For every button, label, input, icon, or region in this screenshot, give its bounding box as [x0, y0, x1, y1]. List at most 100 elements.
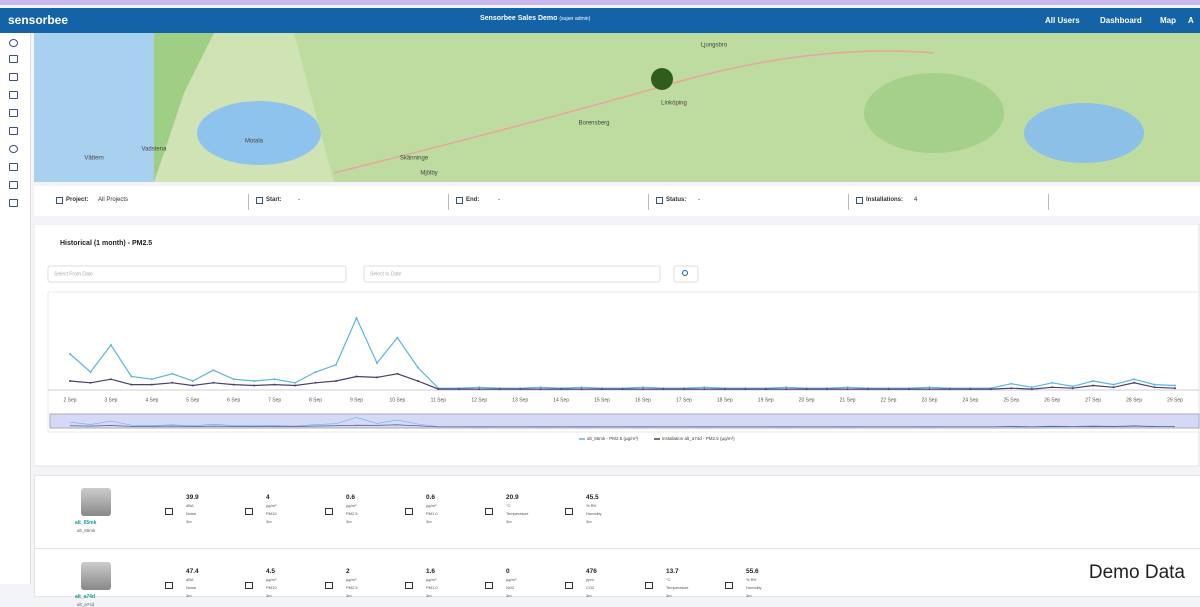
reading-icon — [245, 582, 253, 589]
filter-value[interactable]: - — [498, 197, 500, 203]
device-name[interactable]: alt_a74d — [75, 594, 96, 600]
x-tick-label: 6 Sep — [227, 397, 240, 403]
reading-icon — [165, 508, 173, 515]
lake — [197, 101, 321, 165]
device-id: alt_a74d — [77, 602, 95, 607]
divider — [848, 194, 849, 210]
map-label: Linköping — [661, 101, 687, 107]
point — [1112, 383, 1115, 386]
x-tick-label: 13 Sep — [512, 397, 528, 403]
panel-title: Historical (1 month) - PM2.5 — [60, 240, 152, 247]
filter-value[interactable]: All Projects — [98, 197, 129, 203]
reading-value: 2 — [346, 568, 350, 575]
device-name[interactable]: alt_65mk — [75, 520, 97, 526]
reading-age: 3m — [266, 593, 272, 598]
x-tick-label: 17 Sep — [676, 397, 692, 403]
map-label: Skänninge — [400, 156, 429, 162]
to-placeholder: Select to Date — [370, 271, 402, 277]
x-tick-label: 20 Sep — [799, 397, 815, 403]
x-tick-label: 16 Sep — [635, 397, 651, 403]
point — [1051, 386, 1054, 389]
nav-icon[interactable] — [9, 163, 18, 171]
point — [682, 388, 685, 391]
point — [457, 388, 460, 391]
point — [335, 380, 338, 382]
nav-icon[interactable] — [9, 39, 18, 47]
from-date-input[interactable] — [47, 265, 347, 283]
nav-dashboard[interactable]: Dashboard — [1100, 16, 1142, 25]
nav-map[interactable]: Map — [1160, 16, 1176, 25]
from-placeholder: Select From Date — [54, 271, 93, 277]
x-tick-label: 19 Sep — [758, 397, 774, 403]
point — [1174, 387, 1176, 390]
filter-label: Project: — [66, 197, 89, 203]
reading-unit: ppm — [586, 577, 594, 582]
point — [887, 388, 890, 391]
point — [273, 383, 276, 386]
point — [109, 378, 112, 381]
reading-icon — [645, 582, 653, 589]
point — [375, 376, 378, 379]
divider — [448, 194, 449, 210]
nav-icon[interactable] — [9, 145, 18, 153]
reading-age: 3m — [266, 519, 272, 524]
nav-account[interactable]: A — [1188, 16, 1194, 25]
point — [1153, 383, 1156, 386]
point — [846, 388, 849, 391]
lake — [1024, 103, 1144, 163]
reading-unit: µg/m³ — [266, 503, 277, 508]
sensor-cluster[interactable] — [651, 68, 673, 90]
reading-age: 3m — [426, 593, 432, 598]
point — [764, 388, 767, 391]
sidebar — [0, 33, 31, 584]
map[interactable]: Linköping Motala Vadstena Skänninge Mjölby Bo… — [34, 33, 1200, 182]
nav-icon[interactable] — [9, 55, 18, 63]
filter-label: Installations: — [866, 197, 904, 203]
point — [150, 378, 153, 381]
reading-label: PM1.0 — [426, 585, 438, 590]
navigator[interactable] — [49, 413, 1200, 429]
point — [191, 380, 194, 382]
search-button[interactable] — [673, 265, 699, 283]
nav-icon[interactable] — [9, 181, 18, 189]
search-icon — [682, 270, 688, 276]
logo[interactable]: sensorbee — [8, 13, 69, 27]
reading-unit: % RH — [586, 503, 597, 508]
reading-label: PM1.0 — [426, 511, 438, 516]
reading-age: 3m — [666, 593, 672, 598]
point — [580, 386, 583, 389]
point — [396, 372, 399, 375]
reading-value: 476 — [586, 568, 597, 575]
reading-icon — [405, 582, 413, 589]
nav-icon[interactable] — [9, 91, 18, 99]
legend-label[interactable]: installation alt_a74d - PM2.5 (µg/m³) — [662, 436, 735, 441]
filter-value[interactable]: - — [298, 197, 300, 203]
point — [294, 384, 297, 387]
point — [989, 388, 992, 391]
reading-label: PM10 — [266, 585, 277, 590]
legend-label[interactable]: alt_65mk - PM2.5 (µg/m³) — [587, 436, 639, 441]
point — [1010, 387, 1013, 390]
nav-icon[interactable] — [9, 73, 18, 81]
reading-label: PM2.5 — [346, 585, 358, 590]
nav-icon[interactable] — [9, 127, 18, 135]
x-tick-label: 22 Sep — [881, 397, 897, 403]
point — [69, 380, 71, 382]
point — [150, 383, 153, 386]
reading-label: PM2.5 — [346, 511, 358, 516]
point — [601, 388, 604, 391]
to-date-input[interactable] — [363, 265, 661, 283]
filter-value[interactable]: - — [698, 197, 700, 203]
filter-value[interactable]: 4 — [914, 197, 918, 203]
nav-users[interactable]: All Users — [1045, 16, 1080, 25]
reading-unit: °C — [666, 577, 671, 582]
nav-icon[interactable] — [9, 109, 18, 117]
point — [375, 362, 378, 364]
point — [580, 388, 583, 391]
point — [785, 388, 788, 391]
point — [396, 336, 399, 339]
point — [253, 384, 256, 387]
nav-icon[interactable] — [9, 199, 18, 207]
point — [478, 386, 481, 389]
point — [212, 381, 215, 384]
